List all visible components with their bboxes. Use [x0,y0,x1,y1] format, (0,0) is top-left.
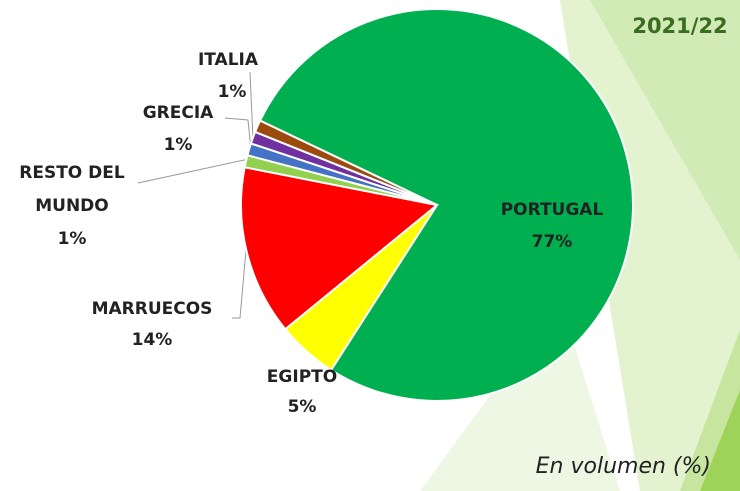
pie-slice [253,119,438,206]
slice-value-label: 1% [164,135,193,155]
chart-title: 2021/22 [632,14,727,38]
slice-label: MARRUECOS [92,299,213,319]
slice-label-line: RESTO DEL [19,163,125,183]
pie-slice [240,166,440,331]
slice-label: EGIPTO [267,367,337,387]
slice-value-label: 14% [132,330,173,350]
slice-value-label: 77% [532,232,573,252]
slice-label: ITALIA [198,50,259,70]
subtitle: En volumen (%) [536,454,711,479]
slice-value-label: 5% [288,397,317,417]
slice-value-label: 1% [218,82,247,102]
pie [240,8,634,402]
slice-label: GRECIA [143,103,214,123]
slice-label-line: MUNDO [35,196,109,216]
slice-value-label: 1% [58,229,87,249]
pie-slice [258,8,634,402]
slice-label: RESTO DEL MUNDO [19,163,125,216]
slice-label: PORTUGAL [501,200,604,220]
